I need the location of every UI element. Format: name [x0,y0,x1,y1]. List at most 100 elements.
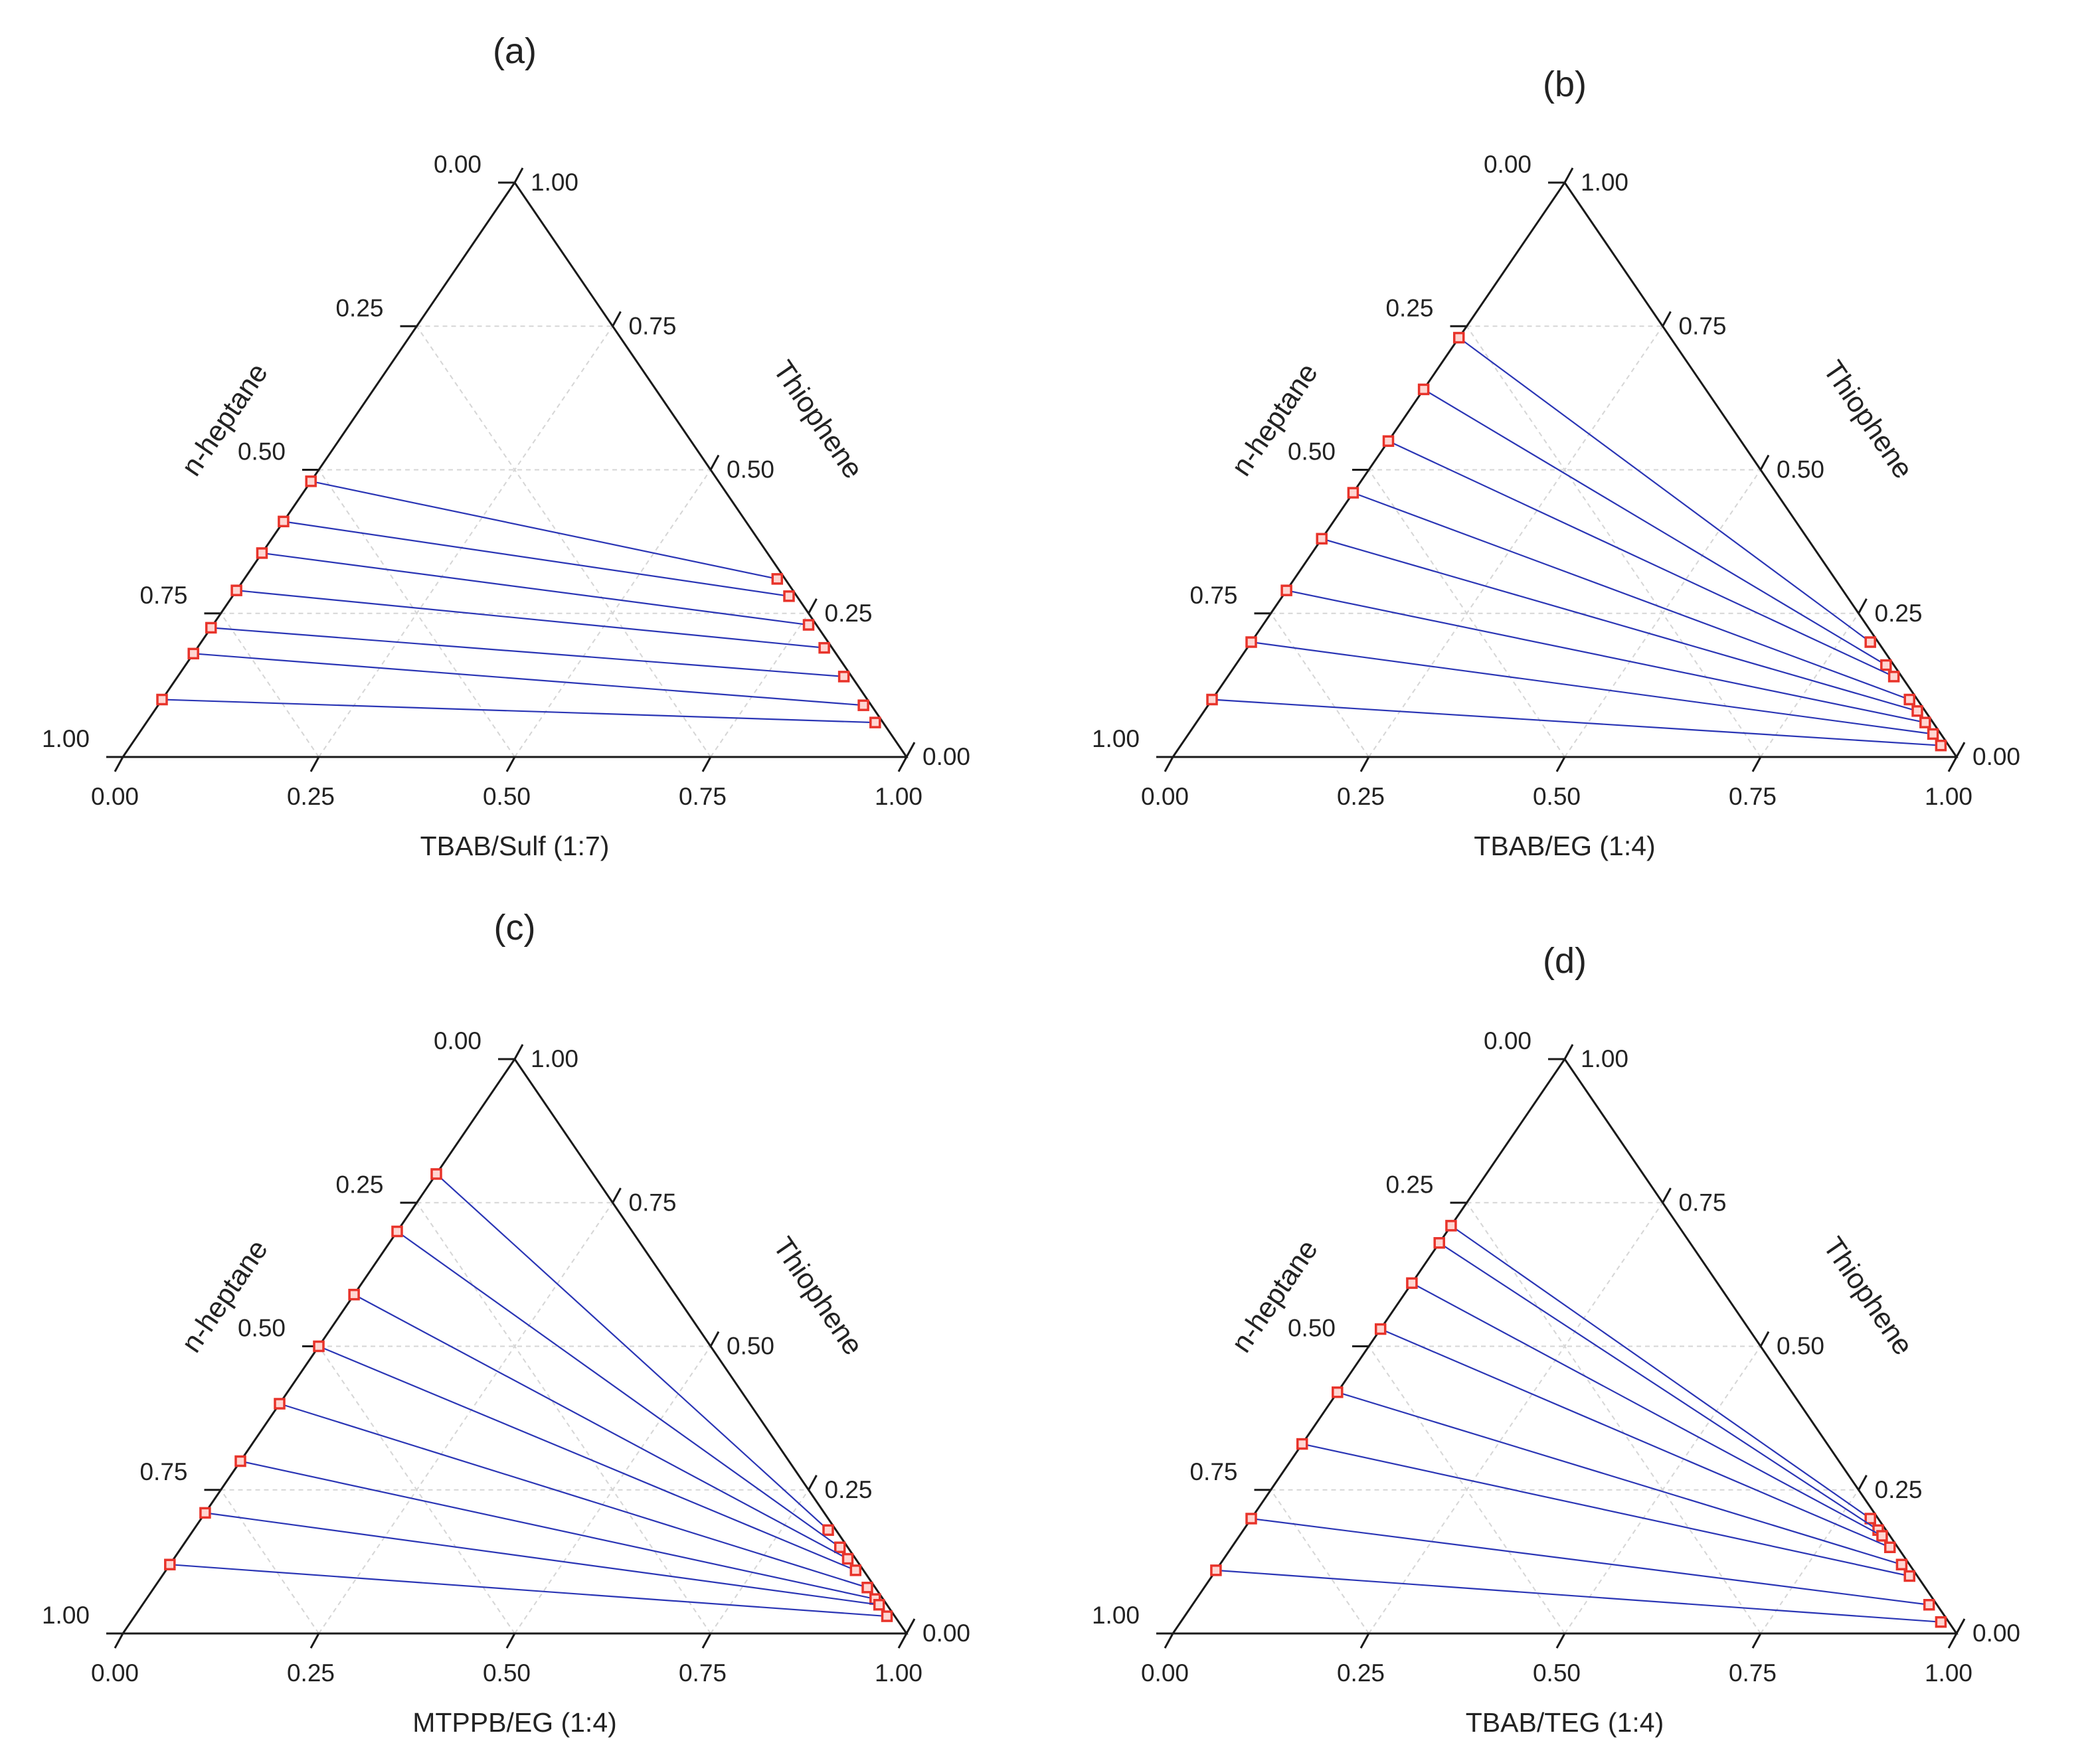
grid-line [318,325,614,758]
bottom-axis-label: MTPPB/EG (1:4) [412,1707,617,1738]
raffinate-point [230,584,242,596]
right-tick-label: 0.25 [1875,1476,1923,1503]
tie-line [1450,1224,1871,1519]
raffinate-point [1433,1237,1445,1249]
ternary-panel-c: 0.00 0.00 0.00 0.25 0.25 0.25 0.50 0.50 0.50 0.75… [0,876,1050,1753]
extract-point [1864,1513,1876,1525]
right-tick-label: 0.75 [629,312,677,339]
grid-line [1270,613,1369,758]
extract-point [1927,728,1939,740]
ternary-panel-d: 0.00 0.00 0.00 0.25 0.25 0.25 0.50 0.50 0.50 0.75… [1050,876,2100,1753]
left-tick-label: 1.00 [42,725,90,752]
bottom-axis-label: TBAB/Sulf (1:7) [420,831,610,861]
tie-line [1251,1517,1929,1606]
tie-line [205,1512,879,1606]
grid-line [1368,469,1565,758]
raffinate-point [1417,383,1430,396]
raffinate-point [348,1288,360,1301]
panel-title: (d) [1543,941,1587,981]
left-tick-label: 0.50 [1288,438,1336,465]
left-tick-label: 0.25 [335,1171,383,1198]
bottom-tick-label: 0.75 [679,783,727,810]
grid-line [1368,325,1664,758]
raffinate-point [205,622,217,634]
bottom-tick-label: 0.25 [1337,1659,1385,1687]
right-tick-label: 0.75 [1679,312,1727,339]
right-tick-label: 0.50 [727,456,774,483]
raffinate-point [1382,435,1395,447]
left-tick-label: 0.75 [139,582,187,609]
ternary-panel-b: 0.00 0.00 0.00 0.25 0.25 0.25 0.50 0.50 0.50 0.75… [1050,0,2100,876]
axis-ticks: 0.00 0.00 0.00 0.25 0.25 0.25 0.50 0.50 0.50 0.75… [42,151,970,810]
tie-line [1458,337,1871,643]
raffinate-point [199,1507,211,1519]
bottom-tick [701,756,712,772]
tie-lines [156,475,881,728]
grid-line [1760,613,1860,758]
tie-line [1380,1328,1891,1548]
raffinate-point [1316,533,1328,545]
raffinate-point [391,1225,403,1238]
left-tick-label: 0.50 [1288,1315,1336,1342]
bottom-tick [701,1633,712,1649]
tie-line [262,552,809,626]
right-axis-label: Thiophene [766,355,869,485]
grid-line [318,1202,614,1634]
axis-ticks: 0.00 0.00 0.00 0.25 0.25 0.25 0.50 0.50 0.50 0.75… [42,1027,970,1687]
bottom-tick [114,1633,124,1649]
tie-line [236,590,825,649]
right-tick-label: 0.25 [1875,600,1923,627]
extract-point [818,641,830,654]
raffinate-point [1206,693,1218,706]
right-tick-label: 0.00 [1972,743,2020,770]
extract-point [1880,659,1892,671]
bottom-tick-label: 0.00 [91,783,139,810]
extract-point [1887,671,1900,683]
grid-line [1466,1202,1761,1634]
right-axis-label: Thiophene [1816,1232,1919,1361]
axis-ticks: 0.00 0.00 0.00 0.25 0.25 0.25 0.50 0.50 0.50 0.75… [1092,151,2020,810]
right-tick [1563,1044,1574,1060]
extract-point [1935,1616,1947,1628]
right-tick [1662,311,1672,327]
bottom-tick-label: 0.75 [679,1659,727,1687]
right-tick [513,1044,524,1060]
tie-line [396,1230,841,1548]
ternary-chart-d: 0.00 0.00 0.00 0.25 0.25 0.25 0.50 0.50 0.50 0.75… [1092,941,2020,1738]
left-tick-label: 0.00 [434,1027,481,1054]
right-tick-label: 0.75 [1679,1189,1727,1216]
raffinate-point [256,547,268,559]
extract-point [1876,1530,1888,1542]
raffinate-point [278,515,290,528]
extract-point [1903,1570,1915,1582]
extract-point [849,1564,862,1576]
raffinate-point [430,1168,442,1180]
bottom-tick-label: 0.25 [287,783,335,810]
grid-line [1760,1489,1860,1634]
grid-line [318,469,515,758]
raffinate-point [313,1340,325,1353]
bottom-axis-label: TBAB/EG (1:4) [1474,831,1655,861]
left-tick-label: 0.00 [1484,1027,1531,1054]
raffinate-point [1374,1323,1387,1335]
raffinate-point [1296,1438,1308,1450]
tie-line [1337,1391,1902,1566]
bottom-tick-label: 0.75 [1729,1659,1777,1687]
right-tick [709,454,720,471]
right-tick [808,1475,818,1491]
left-tick-label: 1.00 [1092,725,1140,752]
right-tick-label: 1.00 [1581,169,1628,196]
left-tick-label: 0.00 [1484,151,1531,178]
right-tick [905,1618,916,1634]
bottom-tick-label: 1.00 [1925,1659,1972,1687]
extract-point [1935,739,1947,752]
extract-point [857,699,869,711]
right-tick [513,167,524,183]
left-tick-label: 0.75 [139,1458,187,1485]
raffinate-point [1445,1220,1457,1232]
left-tick-label: 0.25 [1385,294,1433,321]
bottom-tick-label: 0.50 [1533,1659,1581,1687]
right-tick-label: 0.75 [629,1189,677,1216]
left-tick-label: 0.50 [238,438,286,465]
extract-point [783,590,795,602]
